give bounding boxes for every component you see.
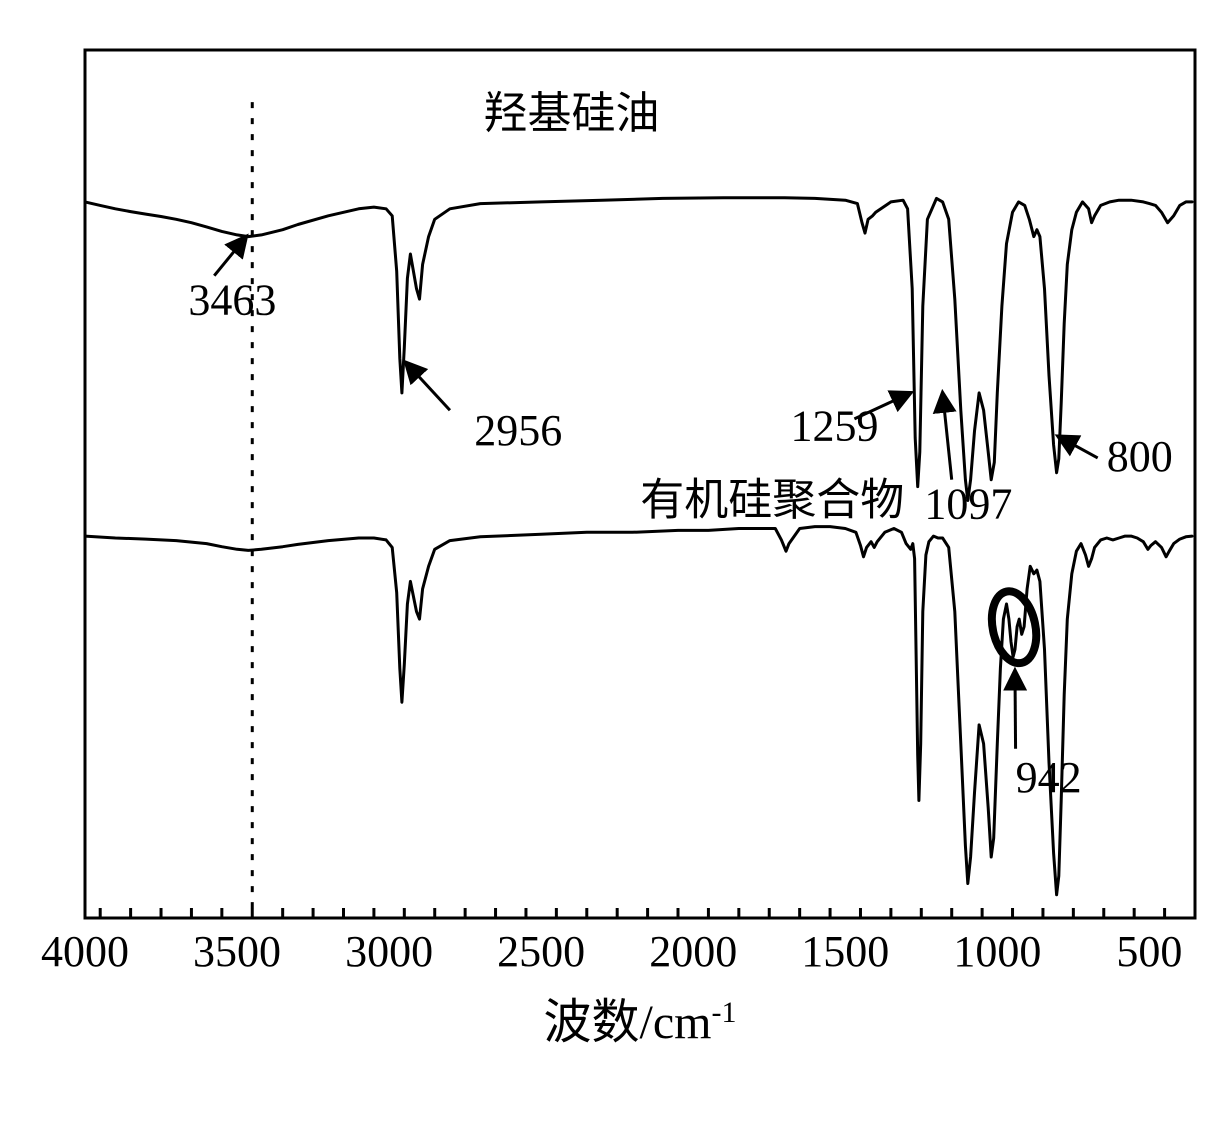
arrow-peak-942 — [1015, 671, 1016, 749]
x-tick-3500: 3500 — [193, 927, 281, 976]
x-tick-2000: 2000 — [649, 927, 737, 976]
x-tick-500: 500 — [1116, 927, 1182, 976]
x-tick-4000: 4000 — [41, 927, 129, 976]
x-tick-1000: 1000 — [953, 927, 1041, 976]
annotation-label-bottom: 有机硅聚合物 — [640, 475, 904, 524]
annotation-peak-942: 942 — [1016, 753, 1082, 802]
annotation-peak-3463: 3463 — [188, 276, 276, 325]
annotation-peak-2956: 2956 — [474, 406, 562, 455]
annotation-peak-1097: 1097 — [924, 480, 1012, 529]
x-axis-label: 波数/cm-1 — [544, 996, 737, 1050]
x-tick-1500: 1500 — [801, 927, 889, 976]
annotation-peak-1259: 1259 — [791, 402, 879, 451]
annotation-label-top: 羟基硅油 — [484, 89, 660, 138]
annotation-peak-800: 800 — [1107, 432, 1173, 481]
x-tick-3000: 3000 — [345, 927, 433, 976]
x-tick-2500: 2500 — [497, 927, 585, 976]
